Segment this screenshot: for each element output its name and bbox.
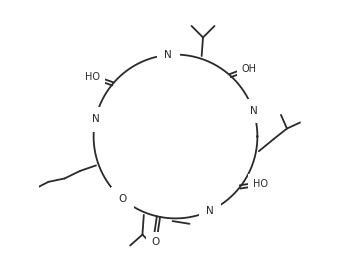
- Text: HO: HO: [85, 72, 100, 82]
- Text: N: N: [250, 106, 257, 116]
- Text: N: N: [206, 206, 214, 216]
- Text: N: N: [92, 114, 99, 124]
- Text: O: O: [119, 194, 127, 204]
- Text: O: O: [119, 194, 127, 204]
- Text: HO: HO: [85, 72, 100, 82]
- Text: N: N: [92, 114, 99, 124]
- Text: HO: HO: [253, 179, 268, 189]
- Text: O: O: [152, 237, 160, 247]
- Text: N: N: [165, 50, 172, 60]
- Text: N: N: [165, 50, 172, 60]
- Text: N: N: [206, 206, 214, 216]
- Text: HO: HO: [253, 179, 268, 189]
- Text: O: O: [152, 237, 160, 247]
- Text: OH: OH: [241, 64, 256, 74]
- Text: OH: OH: [241, 64, 256, 74]
- Text: N: N: [250, 106, 257, 116]
